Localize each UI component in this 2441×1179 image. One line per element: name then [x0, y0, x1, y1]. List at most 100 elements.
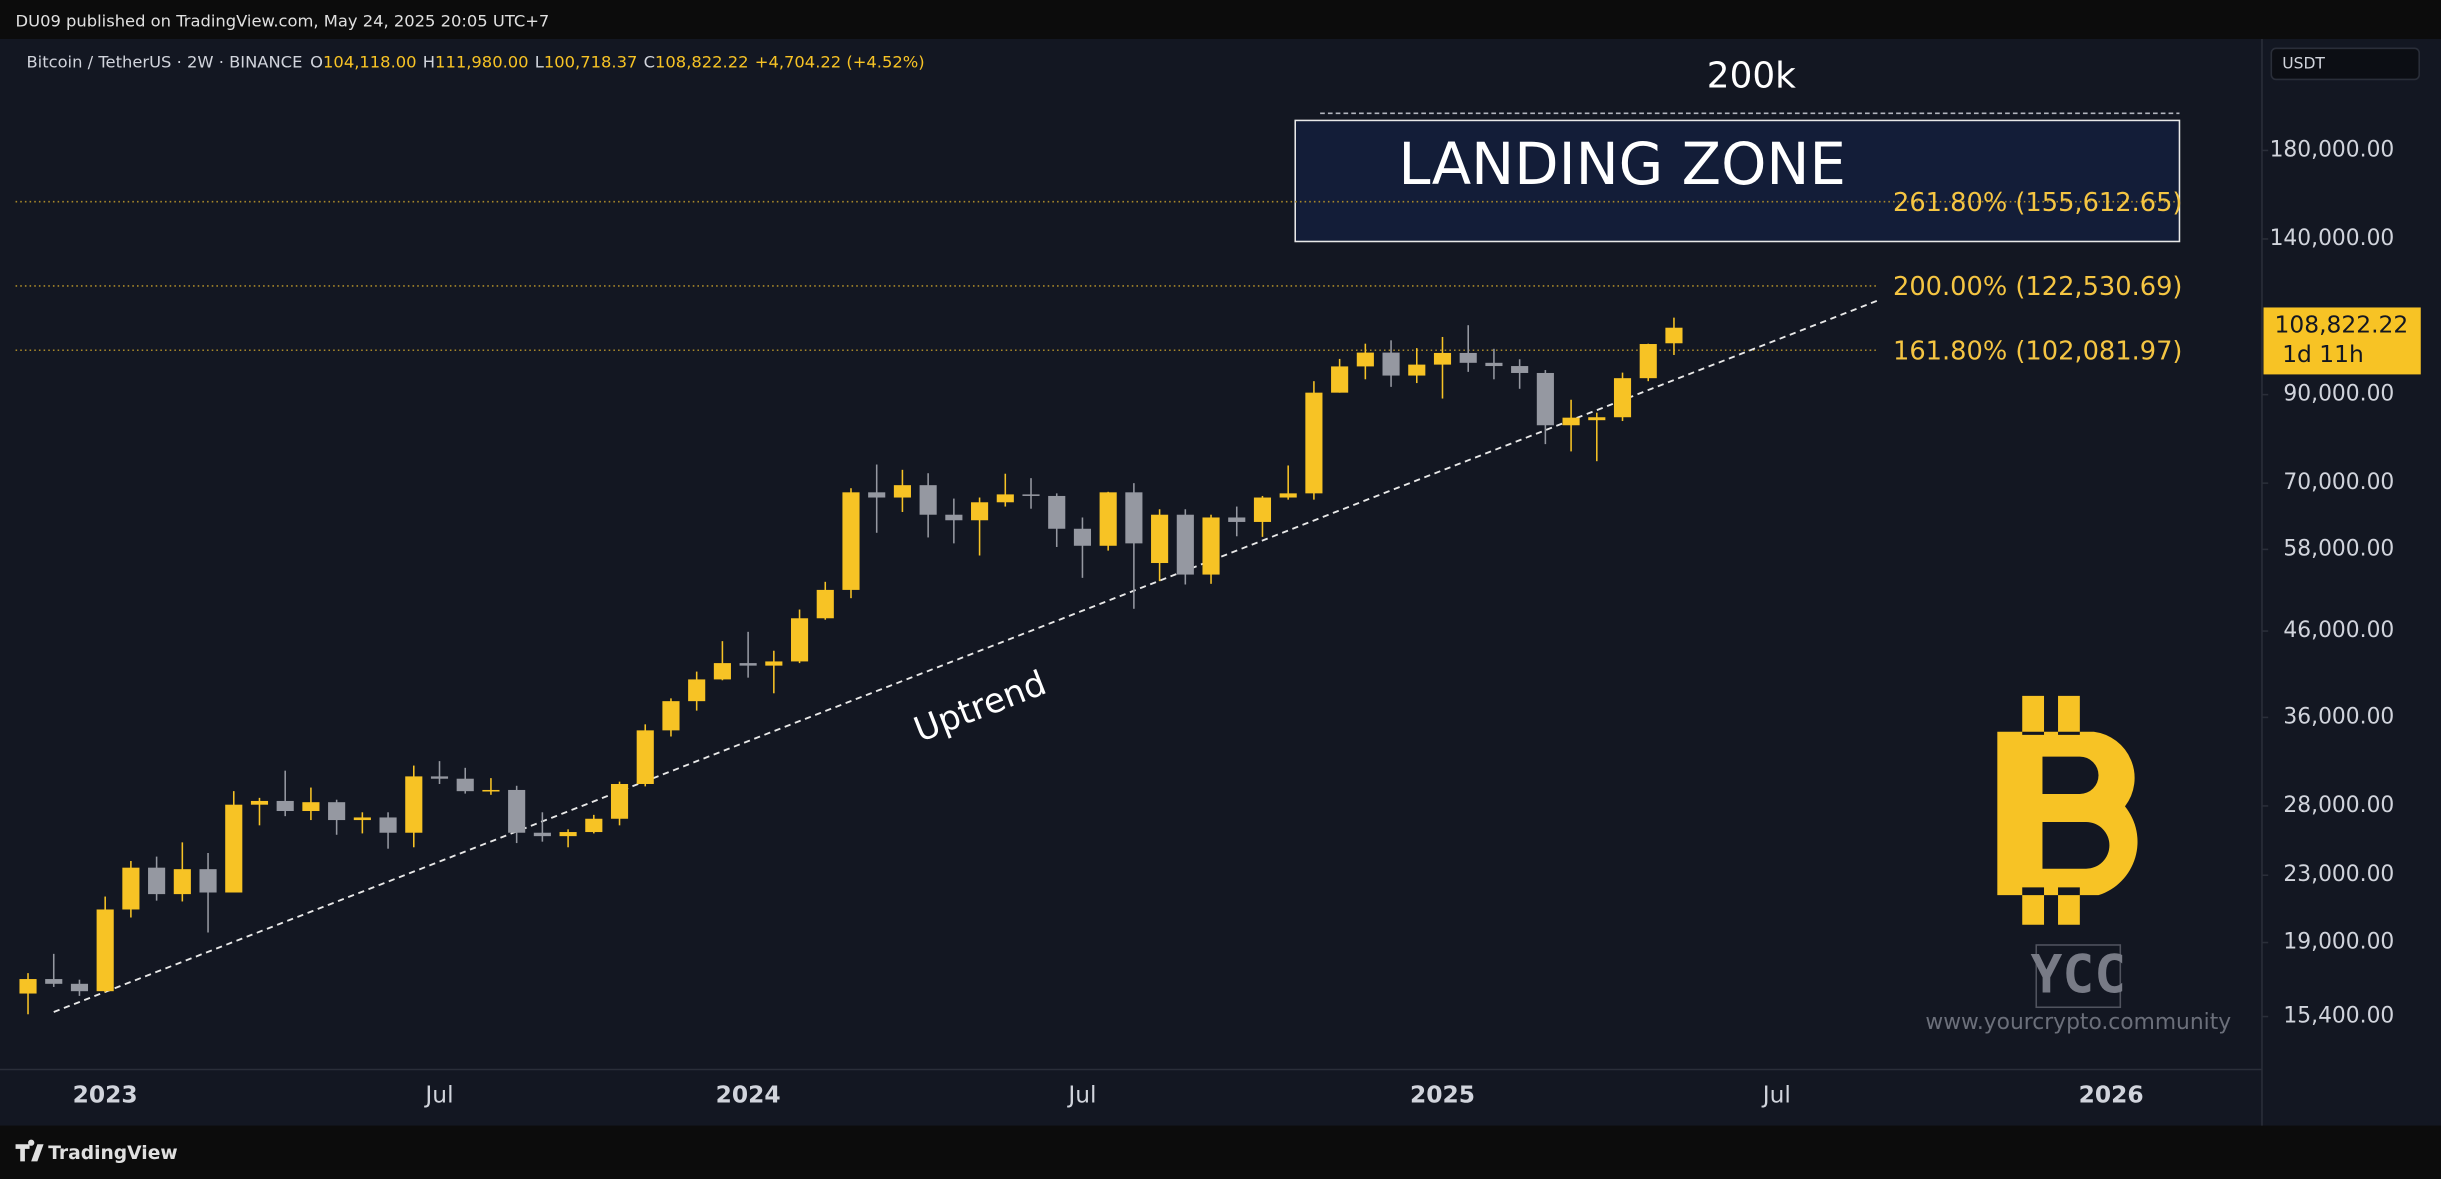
- landing-zone: [1294, 119, 2181, 243]
- bitcoin-logo: [1997, 695, 2138, 925]
- y-tick-label: 19,000.00: [2283, 930, 2394, 955]
- candle-body: [173, 869, 191, 895]
- candle-body: [996, 494, 1014, 503]
- candle-body: [739, 663, 757, 666]
- candle-body: [842, 492, 860, 590]
- candle-body: [816, 589, 834, 619]
- candle-body: [1202, 517, 1220, 575]
- bitcoin-symbol: [1997, 695, 2138, 925]
- currency-box[interactable]: [2270, 47, 2420, 81]
- candle-body: [868, 492, 886, 498]
- candle-body: [1073, 528, 1092, 546]
- candle-body: [636, 730, 654, 784]
- candle-body: [1485, 362, 1503, 367]
- last-price-label: 108,822.22: [2275, 311, 2409, 339]
- ohlc-value: 111,980.00: [435, 52, 529, 71]
- ohlc-key: C: [644, 52, 655, 71]
- candle-body: [790, 618, 809, 662]
- ycc-frame: [2035, 944, 2122, 1009]
- y-tick-label: 28,000.00: [2283, 793, 2394, 818]
- x-tick-label: 2023: [73, 1080, 138, 1108]
- candle-body: [276, 800, 294, 812]
- candle-body: [533, 832, 551, 837]
- candle-body: [893, 485, 911, 498]
- candle-body: [482, 789, 500, 792]
- candle-body: [1613, 378, 1632, 418]
- y-tick-label: 23,000.00: [2283, 862, 2394, 887]
- candle-body: [1305, 392, 1323, 494]
- candle-body: [1151, 514, 1169, 564]
- candle-body: [1279, 493, 1297, 498]
- candle-body: [250, 800, 269, 805]
- candle-body: [96, 909, 114, 992]
- fib-label: 261.80% (155,612.65): [1893, 188, 2182, 218]
- candle-body: [148, 867, 166, 895]
- x-tick-label: Jul: [423, 1080, 453, 1108]
- candle-body: [1125, 492, 1143, 544]
- candle-body: [688, 679, 706, 702]
- candle-body: [945, 514, 963, 521]
- candle-body: [1382, 352, 1400, 376]
- candle-body: [1588, 417, 1606, 421]
- candle-body: [302, 802, 320, 812]
- change: +4,704.22 (+4.52%): [755, 52, 925, 71]
- candle-body: [70, 983, 89, 992]
- candle-body: [1253, 497, 1272, 522]
- symbol: Bitcoin / TetherUS · 2W · BINANCE: [26, 52, 302, 71]
- ohlc-key: L: [535, 52, 545, 71]
- fib-label: 161.80% (102,081.97): [1893, 336, 2182, 366]
- candle-body: [1176, 514, 1194, 575]
- candle-body: [765, 661, 783, 666]
- candle-body: [508, 789, 526, 833]
- ohlc-value: 108,822.22: [655, 52, 749, 71]
- brand: TradingView: [15, 1139, 178, 1164]
- candle-body: [1022, 494, 1040, 496]
- last-price-box: [2263, 307, 2421, 375]
- symbol-legend: Bitcoin / TetherUS · 2W · BINANCE O104,11…: [26, 52, 924, 71]
- candle-body: [456, 778, 474, 792]
- watermark-url: www.yourcrypto.community: [1925, 1010, 2231, 1035]
- candle-body: [1665, 327, 1683, 344]
- y-tick-label: 46,000.00: [2283, 618, 2394, 643]
- candle-body: [1228, 517, 1246, 522]
- candle-body: [713, 663, 731, 680]
- candle-body: [1356, 352, 1374, 367]
- x-tick-label: 2025: [1410, 1080, 1475, 1108]
- y-tick-label: 58,000.00: [2283, 536, 2394, 561]
- candle-body: [328, 802, 346, 821]
- currency-label[interactable]: USDT: [2282, 54, 2325, 72]
- candle-body: [1433, 352, 1452, 365]
- candle-body: [353, 817, 371, 821]
- ohlc-value: 104,118.00: [323, 52, 417, 71]
- candle-body: [1099, 492, 1117, 546]
- candle-body: [1459, 352, 1477, 363]
- candle-body: [559, 832, 577, 837]
- candle-body: [585, 818, 603, 833]
- candle-body: [919, 485, 937, 515]
- candle-body: [610, 783, 629, 819]
- candle-body: [405, 776, 423, 833]
- candle-body: [1048, 495, 1066, 529]
- candle-body: [122, 867, 140, 910]
- landing-zone-label: LANDING ZONE: [1398, 131, 1846, 198]
- ohlc-key: O: [310, 52, 323, 71]
- candle-body: [1639, 344, 1657, 379]
- countdown-label: 1d 11h: [2282, 340, 2364, 368]
- brand-name: TradingView: [48, 1143, 177, 1164]
- candle-body: [225, 804, 243, 893]
- y-tick-label: 36,000.00: [2283, 704, 2394, 729]
- ohlc-value: 100,718.37: [544, 52, 638, 71]
- candle-body: [45, 979, 63, 984]
- brand-logo: [15, 1139, 44, 1162]
- y-tick-label: 180,000.00: [2270, 137, 2395, 162]
- candle-body: [19, 979, 37, 994]
- ohlc-key: H: [423, 52, 435, 71]
- y-tick-label: 140,000.00: [2270, 226, 2395, 251]
- candle-body: [430, 776, 449, 779]
- fib-label: 200.00% (122,530.69): [1893, 272, 2182, 302]
- candle-body: [199, 869, 217, 893]
- x-tick-label: 2024: [716, 1080, 781, 1108]
- candle-body: [1408, 364, 1426, 376]
- candle-body: [662, 701, 680, 731]
- watermark-logo: YCC: [2030, 944, 2126, 1005]
